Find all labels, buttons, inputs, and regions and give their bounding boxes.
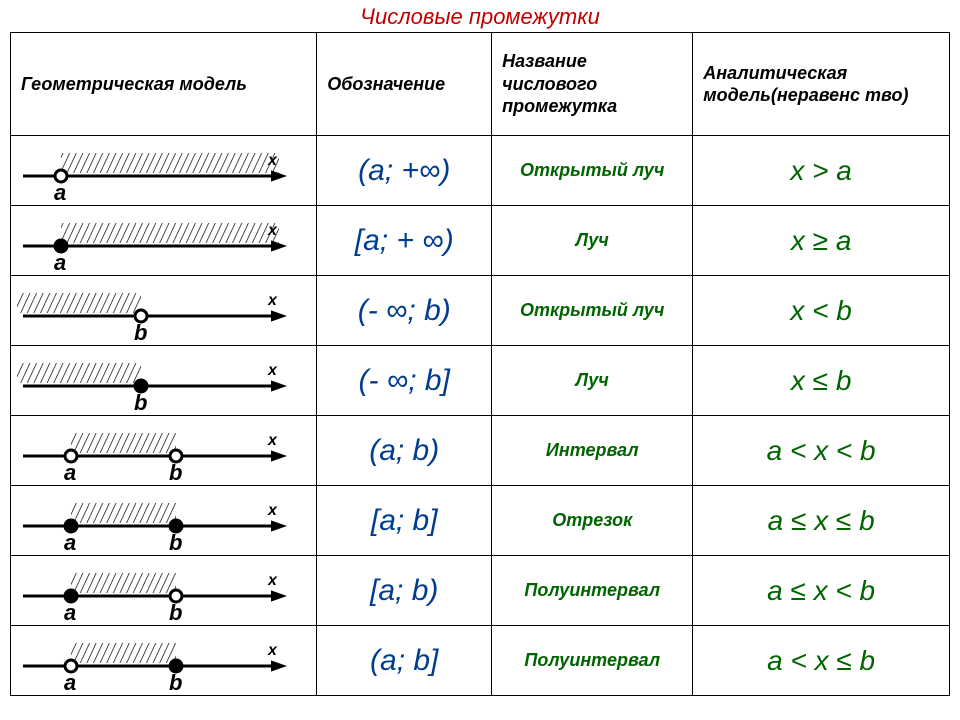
number-line-icon	[11, 276, 301, 345]
interval-notation: (а; b]	[317, 626, 492, 696]
number-line-icon	[11, 346, 301, 415]
geometric-model: а b х	[11, 486, 317, 556]
analytic-model: х > а	[693, 136, 950, 206]
analytic-model: а ≤ х < b	[693, 556, 950, 626]
point-label: b	[169, 460, 182, 486]
table-row: а b х (а; b)Интервала < х < b	[11, 416, 950, 486]
geometric-model: а b х	[11, 626, 317, 696]
geometric-model: а b х	[11, 556, 317, 626]
axis-x-label: х	[268, 362, 277, 380]
point-label: b	[169, 670, 182, 696]
analytic-model: а ≤ х ≤ b	[693, 486, 950, 556]
axis-x-label: х	[268, 572, 277, 590]
interval-name: Отрезок	[492, 486, 693, 556]
interval-name: Полуинтервал	[492, 556, 693, 626]
table-row: а b х (а; b]Полуинтервала < х ≤ b	[11, 626, 950, 696]
table-row: ах[a; + ∞)Лучх ≥ а	[11, 206, 950, 276]
geometric-model: bх	[11, 346, 317, 416]
interval-notation: [а; b]	[317, 486, 492, 556]
interval-notation: [a; + ∞)	[317, 206, 492, 276]
axis-x-label: х	[268, 222, 277, 240]
geometric-model: а b х	[11, 416, 317, 486]
point-label: b	[134, 390, 147, 416]
number-line-icon	[11, 416, 301, 485]
point-label: а	[64, 670, 76, 696]
point-label: а	[64, 600, 76, 626]
number-line-icon	[11, 486, 301, 555]
header-name: Название числового промежутка	[492, 33, 693, 136]
point-label: а	[54, 250, 66, 276]
header-geo: Геометрическая модель	[11, 33, 317, 136]
point-label: а	[54, 180, 66, 206]
geometric-model: ах	[11, 136, 317, 206]
analytic-model: а < х ≤ b	[693, 626, 950, 696]
analytic-model: а < х < b	[693, 416, 950, 486]
interval-notation: (- ∞; b]	[317, 346, 492, 416]
table-row: ах(а; +∞)Открытый лучх > а	[11, 136, 950, 206]
axis-x-label: х	[268, 642, 277, 660]
interval-name: Луч	[492, 206, 693, 276]
header-analytic: Аналитическая модель(неравенс тво)	[693, 33, 950, 136]
point-label: b	[169, 600, 182, 626]
table-row: bх(- ∞; b)Открытый лучх < b	[11, 276, 950, 346]
interval-name: Интервал	[492, 416, 693, 486]
interval-name: Открытый луч	[492, 136, 693, 206]
axis-x-label: х	[268, 152, 277, 170]
point-label: b	[169, 530, 182, 556]
axis-x-label: х	[268, 432, 277, 450]
header-notation: Обозначение	[317, 33, 492, 136]
interval-name: Луч	[492, 346, 693, 416]
analytic-model: х ≤ b	[693, 346, 950, 416]
interval-name: Открытый луч	[492, 276, 693, 346]
analytic-model: х < b	[693, 276, 950, 346]
point-label: а	[64, 460, 76, 486]
interval-notation: (а; +∞)	[317, 136, 492, 206]
interval-name: Полуинтервал	[492, 626, 693, 696]
interval-notation: [а; b)	[317, 556, 492, 626]
axis-x-label: х	[268, 502, 277, 520]
point-label: а	[64, 530, 76, 556]
number-line-icon	[11, 626, 301, 695]
table-row: а b х [а; b]Отрезока ≤ х ≤ b	[11, 486, 950, 556]
geometric-model: ах	[11, 206, 317, 276]
table-row: bх(- ∞; b]Лучх ≤ b	[11, 346, 950, 416]
geometric-model: bх	[11, 276, 317, 346]
page-title: Числовые промежутки	[0, 0, 960, 32]
interval-notation: (а; b)	[317, 416, 492, 486]
axis-x-label: х	[268, 292, 277, 310]
intervals-table: Геометрическая модель Обозначение Назван…	[10, 32, 950, 696]
point-label: b	[134, 320, 147, 346]
interval-notation: (- ∞; b)	[317, 276, 492, 346]
header-row: Геометрическая модель Обозначение Назван…	[11, 33, 950, 136]
number-line-icon	[11, 556, 301, 625]
analytic-model: х ≥ а	[693, 206, 950, 276]
table-row: а b х [а; b)Полуинтервала ≤ х < b	[11, 556, 950, 626]
